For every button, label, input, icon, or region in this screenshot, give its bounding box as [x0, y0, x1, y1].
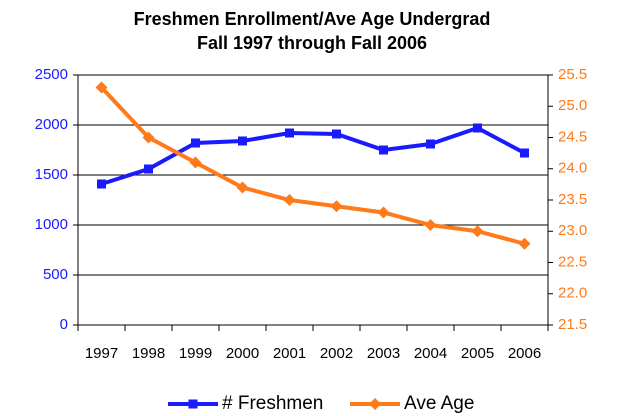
y2-tick-label: 25.0: [558, 97, 587, 114]
point: [95, 81, 108, 94]
point: [426, 139, 435, 149]
series-line: [100, 86, 526, 246]
x-tick-label: 2000: [226, 345, 259, 362]
x-tick-label: 2006: [508, 345, 541, 362]
point: [283, 194, 296, 206]
y2-tick-label: 24.5: [558, 128, 587, 145]
x-tick-label: 2001: [273, 345, 306, 362]
legend-marker: [188, 399, 198, 409]
y-tick-label: 1000: [35, 216, 68, 233]
point: [473, 123, 482, 133]
y-tick-label: 500: [43, 266, 68, 283]
x-tick-label: 2005: [461, 345, 494, 362]
legend-label: # Freshmen: [222, 393, 323, 414]
x-tick-label: 1998: [132, 345, 165, 362]
point: [97, 179, 106, 189]
point: [330, 200, 343, 213]
point: [424, 219, 437, 231]
x-tick-label: 2002: [320, 345, 353, 362]
y2-tick-label: 23.5: [558, 191, 587, 208]
point: [377, 206, 390, 219]
y-tick-label: 1500: [35, 166, 68, 183]
y2-tick-label: 21.5: [558, 316, 587, 333]
chart-title: Freshmen Enrollment/Ave Age Undergrad: [134, 9, 491, 29]
series-line: [100, 125, 526, 186]
point: [379, 145, 388, 155]
point: [332, 129, 341, 139]
y2-tick-label: 22.0: [558, 285, 587, 302]
point: [144, 164, 153, 174]
point: [520, 148, 529, 158]
point: [285, 128, 294, 138]
point: [238, 136, 247, 146]
legend-label: Ave Age: [404, 393, 474, 414]
point: [189, 156, 202, 169]
y-tick-label: 0: [60, 316, 68, 333]
y-tick-label: 2000: [35, 116, 68, 133]
x-tick-label: 1997: [85, 345, 118, 362]
legend-marker: [369, 398, 381, 410]
y2-tick-label: 25.5: [558, 66, 587, 83]
point: [142, 131, 155, 144]
point: [191, 138, 200, 148]
y2-tick-label: 23.0: [558, 222, 587, 239]
chart-subtitle: Fall 1997 through Fall 2006: [197, 33, 427, 53]
y-tick-label: 2500: [35, 66, 68, 83]
point: [518, 237, 531, 250]
x-tick-label: 1999: [179, 345, 212, 362]
y2-tick-label: 24.0: [558, 160, 587, 177]
y2-tick-label: 22.5: [558, 253, 587, 270]
x-tick-label: 2003: [367, 345, 400, 362]
x-tick-label: 2004: [414, 345, 447, 362]
point: [236, 181, 249, 194]
point: [471, 225, 484, 238]
